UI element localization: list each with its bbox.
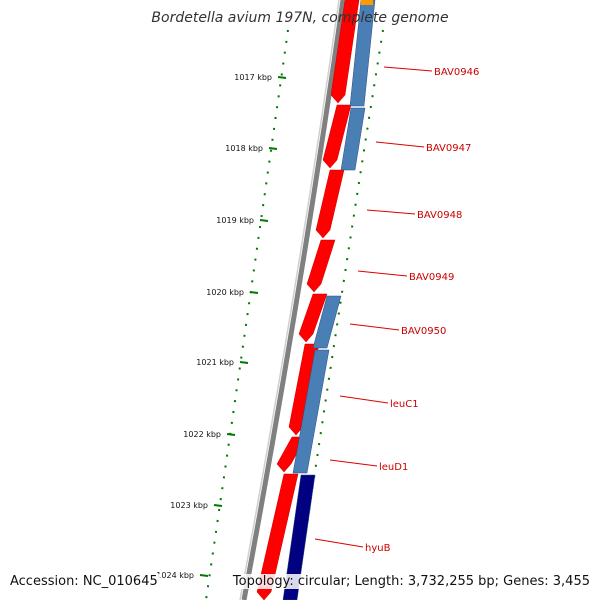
gene-label-leader — [366, 209, 416, 215]
backbone-track — [241, 0, 346, 600]
gene-label-leader — [383, 66, 433, 72]
scale-tick — [213, 504, 223, 507]
forward-gene-block — [322, 104, 352, 169]
backbone-highlight — [239, 0, 340, 600]
scale-tick — [199, 574, 209, 577]
forward-gene-block — [298, 293, 328, 343]
gene-label-leader — [349, 323, 400, 331]
reverse-gene-block — [349, 0, 376, 107]
scale-tick-label: 1023 kbp — [170, 501, 208, 510]
scale-tick-label: 1018 kbp — [225, 144, 263, 153]
map-title: Bordetella avium 197N, complete genome — [151, 10, 449, 26]
gene-label: leuD1 — [379, 462, 408, 473]
forward-gene-block — [256, 473, 299, 600]
forward-gene-block — [315, 169, 345, 239]
gene-label: leuC1 — [390, 399, 419, 410]
accent-gene-block — [361, 0, 373, 5]
gene-label: BAV0947 — [426, 143, 471, 154]
inner-dotted-track — [295, 29, 384, 600]
scale-tick — [277, 76, 287, 79]
scale-tick-label: 1019 kbp — [216, 216, 254, 225]
gene-label: hyuB — [365, 543, 391, 554]
reverse-gene-block — [292, 349, 330, 474]
scale-tick — [249, 291, 259, 294]
scale-tick-label: 1021 kbp — [196, 358, 234, 367]
gene-label: BAV0946 — [434, 67, 479, 78]
topology-text: Topology: circular; Length: 3,732,255 bp… — [230, 574, 592, 589]
accession-text: Accession: NC_010645 — [8, 574, 160, 589]
scale-tick-label: 1020 kbp — [206, 288, 244, 297]
gene-label: BAV0950 — [401, 326, 446, 337]
forward-gene-block — [306, 239, 336, 293]
scale-tick — [259, 219, 269, 222]
gene-label-leader — [329, 459, 378, 467]
gene-label-leader — [339, 395, 389, 404]
scale-tick-label: 1017 kbp — [234, 73, 272, 82]
gene-label: BAV0949 — [409, 272, 454, 283]
reverse-gene-block — [312, 295, 342, 349]
reverse-gene-block — [340, 107, 366, 171]
reverse-gene-block — [282, 474, 316, 600]
gene-label-leader — [357, 270, 408, 277]
scale-tick — [239, 361, 249, 364]
scale-tick — [226, 433, 236, 436]
forward-gene-block — [330, 0, 360, 104]
gene-label-leader — [375, 141, 425, 148]
gene-label: BAV0948 — [417, 210, 462, 221]
scale-tick-label: 1024 kbp — [156, 571, 194, 580]
scale-tick-label: 1022 kbp — [183, 430, 221, 439]
scale-tick — [268, 147, 278, 150]
gene-label-leader — [314, 538, 364, 548]
